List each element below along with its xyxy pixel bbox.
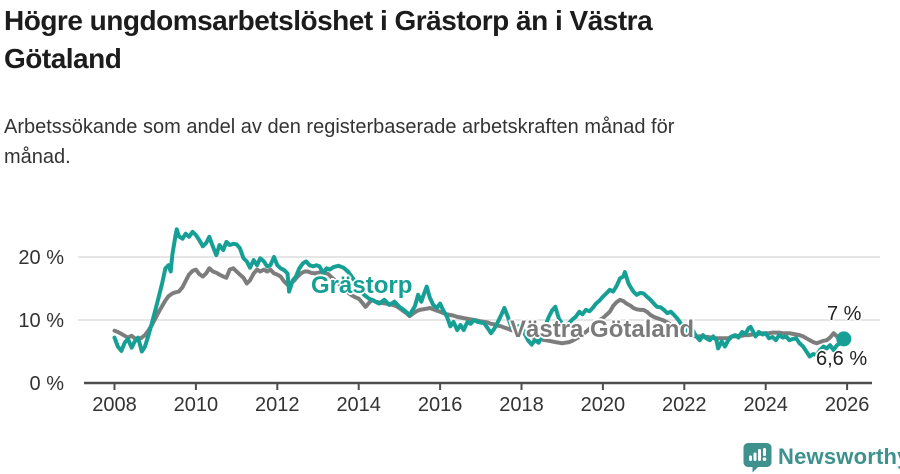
x-tick-label-2014: 2014 — [336, 394, 381, 416]
series-line-grastorp — [112, 227, 846, 359]
newsworthy-logo-icon — [742, 442, 772, 473]
x-tick-label-2022: 2022 — [662, 394, 707, 416]
x-tick-label-2026: 2026 — [825, 394, 870, 416]
y-tick-label-0: 0 % — [30, 373, 65, 395]
x-tick-label-2016: 2016 — [418, 394, 463, 416]
end-value-label-vastra-gotaland: 6,6 % — [816, 348, 868, 370]
chart-subtitle-line1: Arbetssökande som andel av den registerb… — [4, 116, 675, 138]
series-line-vastra-gotaland — [112, 266, 846, 346]
chart-subtitle-line2: månad. — [4, 146, 71, 168]
x-tick-label-2024: 2024 — [743, 394, 788, 416]
end-value-label-grastorp: 7 % — [827, 303, 862, 325]
series-end-dot-grastorp — [836, 331, 852, 347]
x-tick-label-2010: 2010 — [174, 394, 219, 416]
y-tick-label-20: 20 % — [18, 247, 64, 269]
chart-title: Högre ungdomsarbetslöshet i Grästorp än … — [4, 2, 884, 78]
chart-title-line2: Götaland — [4, 43, 122, 74]
series-label-vastra-gotaland: Västra Götaland — [510, 316, 695, 343]
x-tick-label-2012: 2012 — [255, 394, 300, 416]
newsworthy-logo[interactable]: Newsworthy — [742, 441, 900, 473]
series-label-grastorp: Grästorp — [311, 272, 413, 299]
x-tick-label-2018: 2018 — [499, 394, 544, 416]
x-tick-label-2008: 2008 — [92, 394, 137, 416]
x-tick-label-2020: 2020 — [581, 394, 626, 416]
chart-subtitle: Arbetssökande som andel av den registerb… — [4, 112, 864, 172]
y-tick-label-10: 10 % — [18, 310, 64, 332]
newsworthy-logo-text: Newsworthy — [778, 444, 900, 469]
chart-title-line1: Högre ungdomsarbetslöshet i Grästorp än … — [4, 5, 653, 36]
